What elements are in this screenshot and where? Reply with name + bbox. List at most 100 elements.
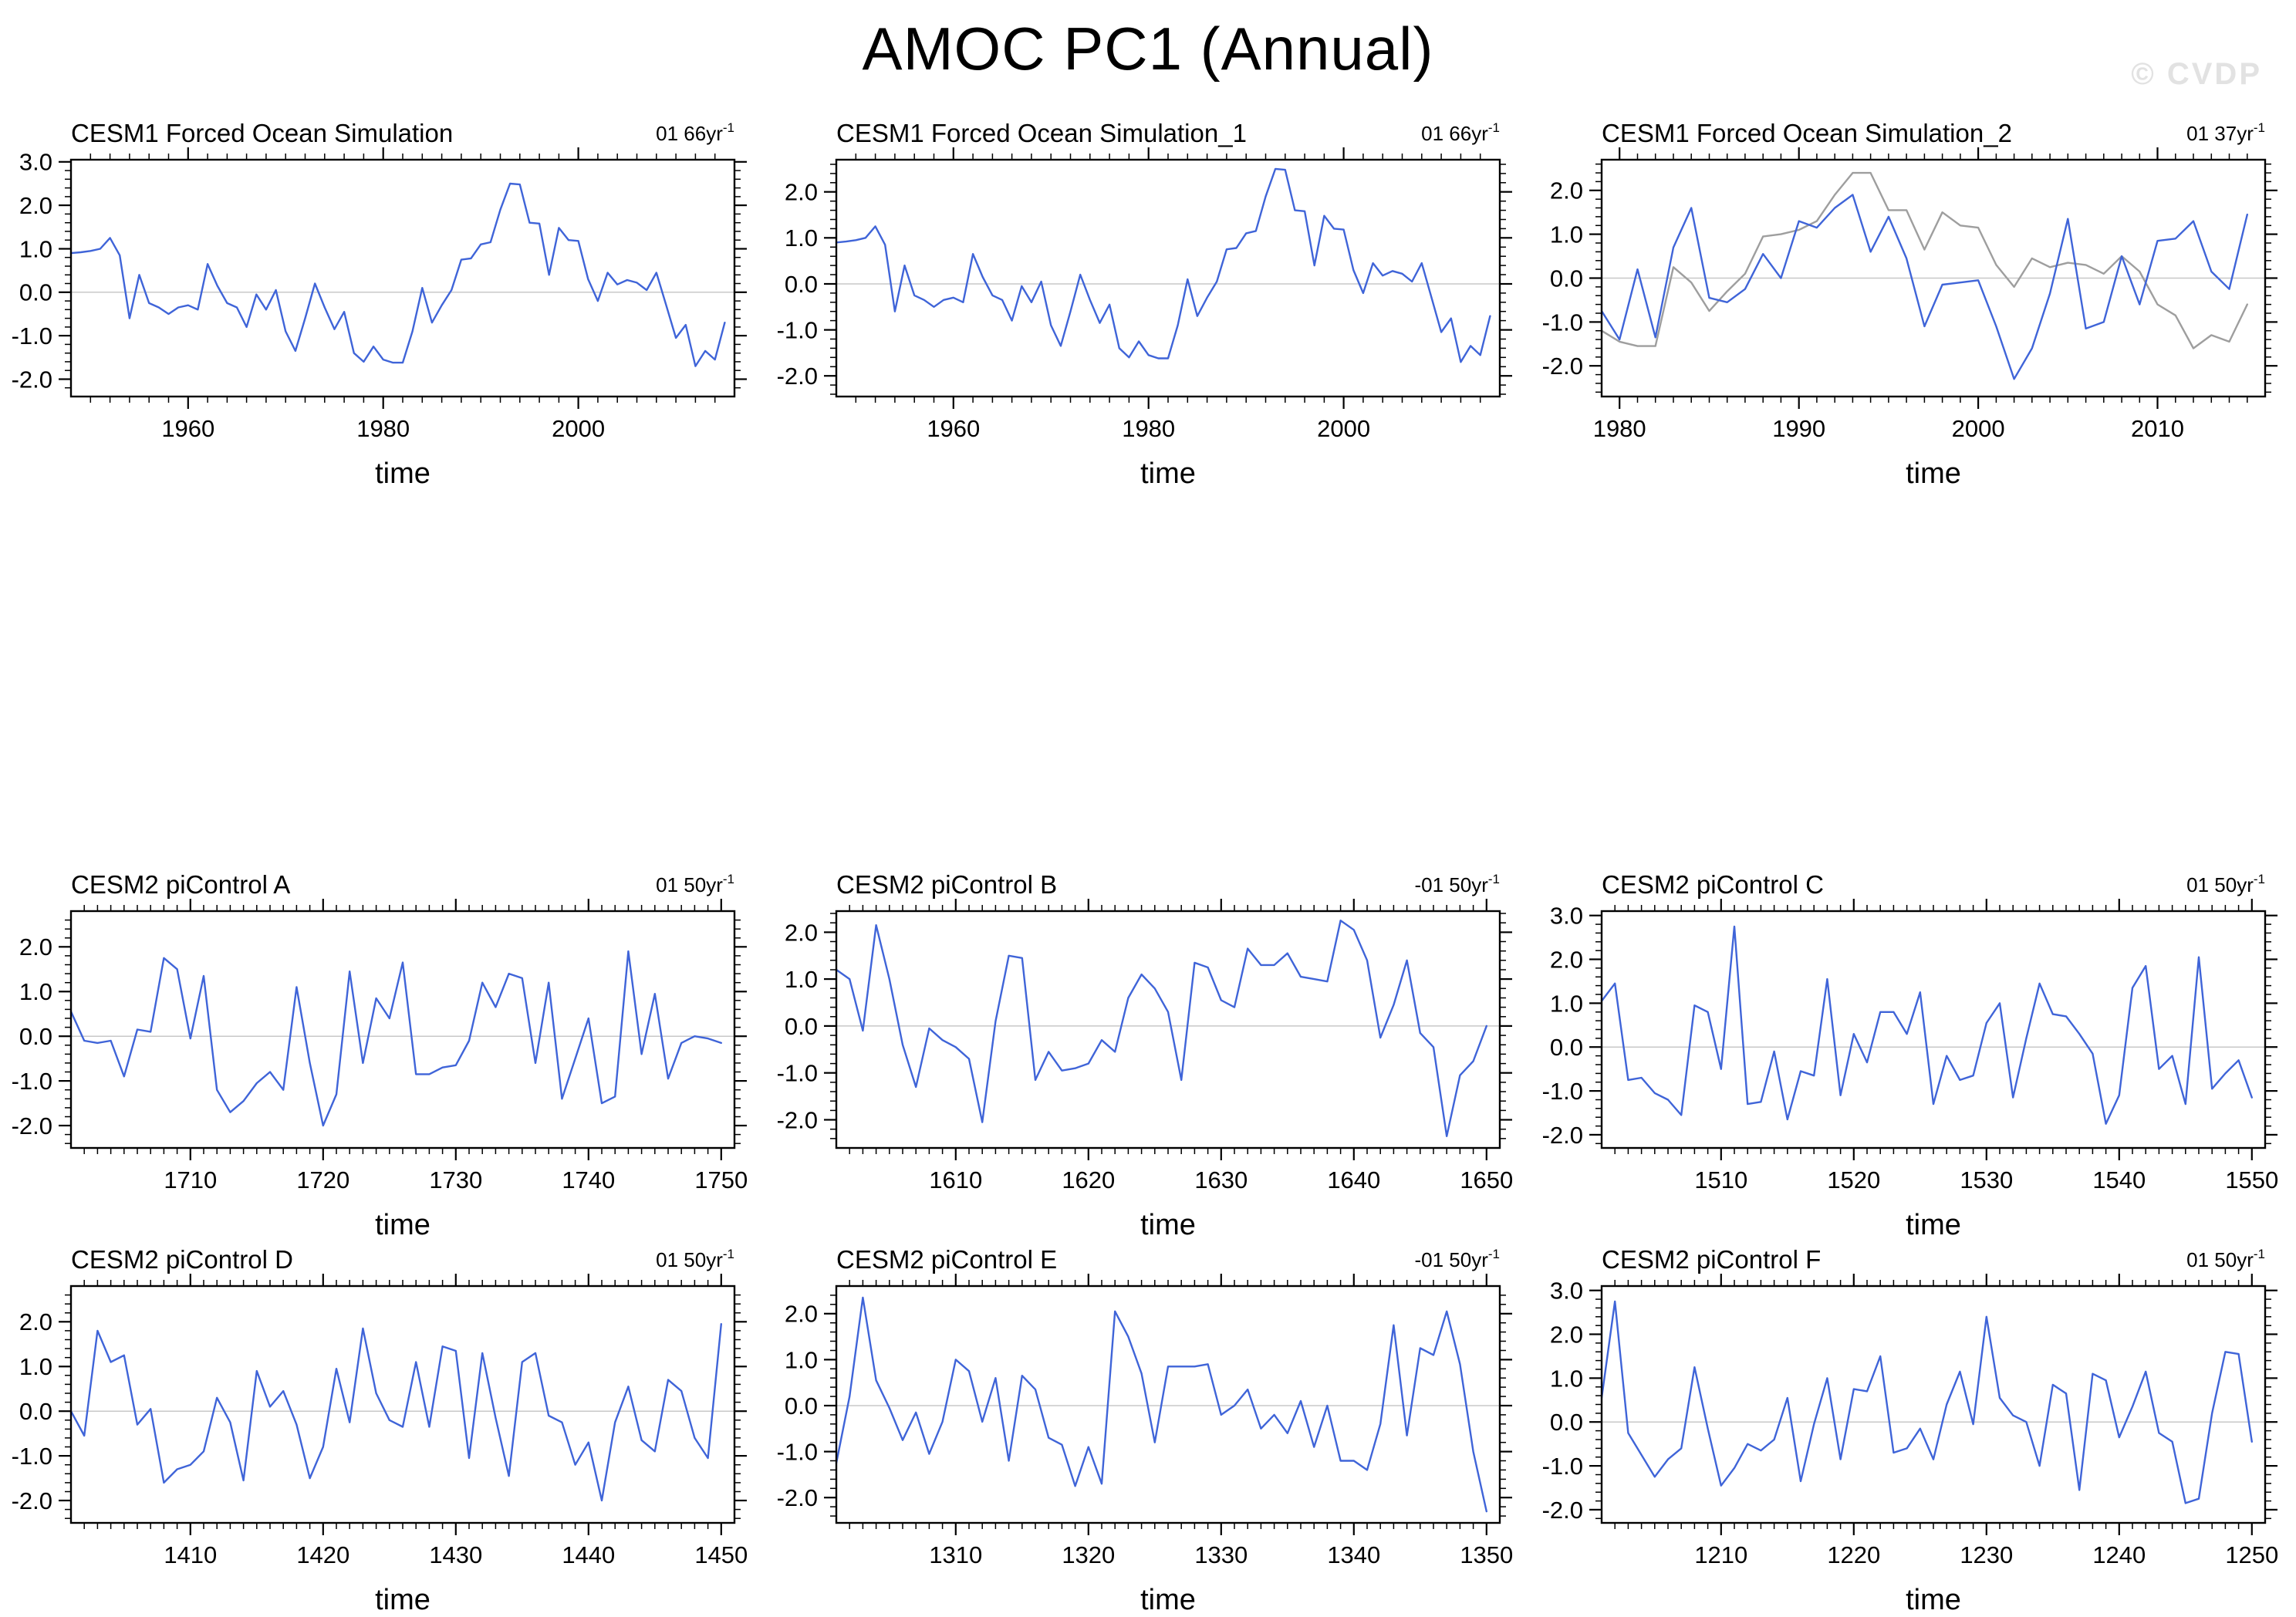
y-tick-label: -1.0 [12,1443,52,1470]
x-tick-label: 2000 [1952,415,2005,442]
y-tick-label: -2.0 [12,366,52,393]
y-tick-label: 0.0 [19,1023,52,1050]
x-tick-label: 1710 [164,1166,217,1193]
x-tick-label: 1640 [1327,1166,1380,1193]
panel-title: CESM1 Forced Ocean Simulation_1 [836,119,1247,147]
figure-title: AMOC PC1 (Annual) [862,15,1434,83]
x-axis-title: time [1906,457,1961,490]
y-tick-label: 1.0 [1550,221,1583,248]
y-tick-label: 3.0 [19,149,52,176]
panel-cesm2-picontrol-d: 1410 1420 1430 1440 1450 2.0 1.0 0.0 -1.0 -2.0 CES… [0,1242,765,1617]
panel-corner-label: 01 50yr-1 [656,872,734,896]
x-tick-label: 1240 [2092,1541,2146,1568]
figure-header: AMOC PC1 (Annual) © CVDP [0,0,2296,116]
plot-border [1600,910,2267,1149]
x-tick-label: 1440 [562,1541,615,1568]
x-tick-label: 1350 [1460,1541,1513,1568]
y-tick-label: 0.0 [785,1393,818,1420]
series-line-gray [1600,171,2248,349]
series-line-blue [835,919,1487,1137]
x-tick-label: 1990 [1772,415,1825,442]
y-tick-label: 2.0 [19,192,52,219]
chart-cesm2-picontrol-c: 1510 1520 1530 1540 1550 3.0 2.0 1.0 0.0 -1.0 -2.0… [1542,870,2279,1241]
panel-cesm1-forced-ocean-simulation: 1960 1980 2000 3.0 2.0 1.0 0.0 -1.0 -2.0 CESM1 Fo… [0,116,765,491]
x-tick-label: 1330 [1194,1541,1248,1568]
y-tick-label: 1.0 [785,224,818,251]
panel-corner-label: -01 50yr-1 [1414,872,1500,896]
x-tick-label: 1610 [929,1166,982,1193]
x-tick-label: 1530 [1960,1166,2013,1193]
axis-ticks [59,147,747,409]
panel-cesm1-forced-ocean-simulation-2: 1980 1990 2000 2010 2.0 1.0 0.0 -1.0 -2.0 CESM1 F… [1531,116,2296,491]
y-tick-label: 2.0 [19,1308,52,1335]
y-tick-label: 2.0 [19,933,52,960]
panel-title: CESM2 piControl A [71,870,290,899]
y-tick-label: 2.0 [785,1301,818,1328]
x-tick-label: 1220 [1827,1541,1880,1568]
axis-ticks [824,899,1512,1160]
y-tick-label: 0.0 [785,271,818,298]
empty-spacer [0,491,2296,867]
panel-corner-label: -01 50yr-1 [1414,1247,1500,1271]
y-tick-label: 1.0 [19,1353,52,1380]
panel-corner-label: 01 50yr-1 [2186,1247,2265,1271]
series-line-blue [835,167,1491,363]
y-tick-label: 0.0 [1550,1034,1583,1061]
axis-ticks [824,1274,1512,1535]
chart-cesm1-forced-ocean-simulation-2: 1980 1990 2000 2010 2.0 1.0 0.0 -1.0 -2.0 CESM1 F… [1542,119,2277,490]
x-tick-label: 1960 [161,415,214,442]
series-line-blue [69,182,726,367]
x-tick-label: 1960 [927,415,980,442]
chart-cesm2-picontrol-e: 1310 1320 1330 1340 1350 2.0 1.0 0.0 -1.0 -2.0 CES… [777,1245,1514,1616]
y-tick-label: -2.0 [12,1112,52,1139]
chart-cesm2-picontrol-f: 1210 1220 1230 1240 1250 3.0 2.0 1.0 0.0 -1.0 -2.0… [1542,1245,2279,1616]
y-tick-label: 1.0 [1550,1365,1583,1392]
y-tick-label: 1.0 [785,1346,818,1373]
series-line-blue [835,1296,1487,1513]
x-tick-label: 1620 [1062,1166,1115,1193]
x-tick-label: 1230 [1960,1541,2013,1568]
plot-border [835,158,1501,398]
axis-ticks [1589,147,2277,409]
y-tick-label: 2.0 [1550,946,1583,973]
x-axis-title: time [1906,1209,1961,1241]
x-tick-label: 2000 [552,415,605,442]
y-tick-label: 0.0 [1550,265,1583,292]
chart-cesm1-forced-ocean-simulation: 1960 1980 2000 3.0 2.0 1.0 0.0 -1.0 -2.0 CESM1 Fo… [12,119,747,490]
x-axis-title: time [375,457,430,490]
y-tick-label: 0.0 [785,1013,818,1040]
x-axis-title: time [375,1584,430,1616]
panel-title: CESM2 piControl E [836,1245,1057,1274]
y-tick-label: -2.0 [1542,1497,1583,1524]
axis-ticks [824,147,1512,409]
x-tick-label: 1980 [356,415,410,442]
y-tick-label: 2.0 [785,179,818,206]
y-tick-label: 1.0 [1550,990,1583,1017]
x-tick-label: 1650 [1460,1166,1513,1193]
y-tick-label: 3.0 [1550,1278,1583,1305]
panel-cesm1-forced-ocean-simulation-1: 1960 1980 2000 2.0 1.0 0.0 -1.0 -2.0 CESM1 Force… [765,116,1531,491]
x-tick-label: 1430 [429,1541,482,1568]
y-tick-label: -1.0 [777,316,818,343]
x-tick-label: 1510 [1694,1166,1747,1193]
x-tick-label: 1540 [2092,1166,2146,1193]
panel-corner-label: 01 50yr-1 [2186,872,2265,896]
y-tick-label: -2.0 [777,1484,818,1511]
x-tick-label: 1450 [694,1541,748,1568]
plot-border [835,910,1501,1149]
series-line-blue [1600,925,2253,1125]
panel-cesm2-picontrol-e: 1310 1320 1330 1340 1350 2.0 1.0 0.0 -1.0 -2.0 CES… [765,1242,1531,1617]
y-tick-label: 0.0 [1550,1409,1583,1436]
y-tick-label: 2.0 [1550,1321,1583,1348]
panel-corner-label: 01 66yr-1 [656,120,734,145]
x-axis-title: time [1140,457,1196,490]
axis-ticks [1589,1274,2277,1535]
series-line-blue [69,1322,722,1502]
y-tick-label: -1.0 [1542,309,1583,336]
panel-title: CESM2 piControl C [1602,870,1824,899]
plot-border [69,910,736,1149]
axis-ticks [59,899,747,1160]
panels-grid: 1960 1980 2000 3.0 2.0 1.0 0.0 -1.0 -2.0 CESM1 Fo… [0,116,2296,1617]
panel-cesm2-picontrol-f: 1210 1220 1230 1240 1250 3.0 2.0 1.0 0.0 -1.0 -2.0… [1531,1242,2296,1617]
y-tick-label: 3.0 [1550,903,1583,930]
